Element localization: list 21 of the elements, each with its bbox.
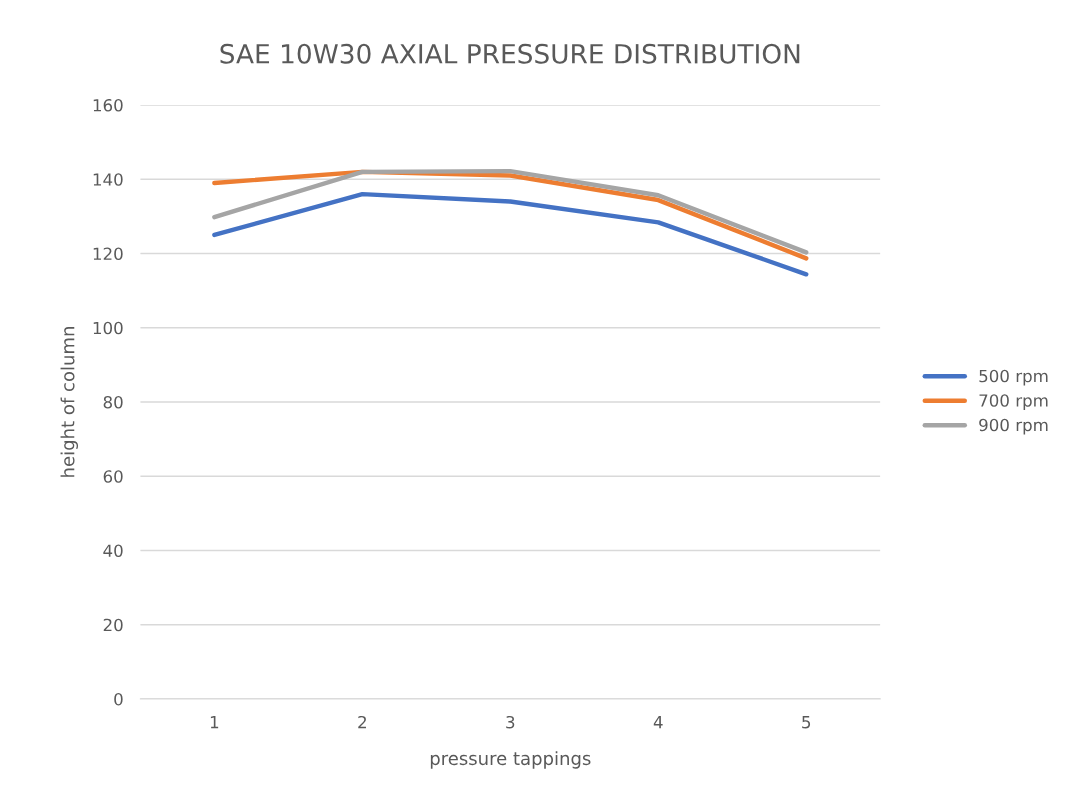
line-series — [212, 191, 809, 277]
y-tick-label: 20 — [103, 618, 123, 632]
legend-label: 500 rpm — [979, 369, 1048, 386]
x-tick-label: 1 — [210, 716, 219, 729]
x-tick-label: 3 — [506, 715, 515, 729]
y-axis-title: height of column — [60, 327, 79, 477]
y-tick-label: 40 — [103, 544, 123, 558]
legend-label: 900 rpm — [979, 418, 1048, 435]
x-tick-label: 4 — [653, 716, 663, 729]
y-tick-label: 60 — [103, 470, 123, 483]
chart-title: SAE 10W30 AXIAL PRESSURE DISTRIBUTION — [220, 43, 800, 64]
x-tick-label: 2 — [358, 715, 366, 729]
y-tick-label: 0 — [114, 692, 123, 706]
x-tick-label: 5 — [802, 716, 811, 729]
y-tick-label: 120 — [93, 247, 123, 261]
y-tick-label: 100 — [93, 321, 123, 335]
legend-label: 700 rpm — [979, 394, 1048, 411]
y-tick-label: 160 — [93, 99, 123, 112]
x-axis-title: pressure tappings — [430, 751, 591, 769]
y-tick-label: 80 — [103, 395, 123, 409]
y-tick-label: 140 — [93, 173, 123, 186]
